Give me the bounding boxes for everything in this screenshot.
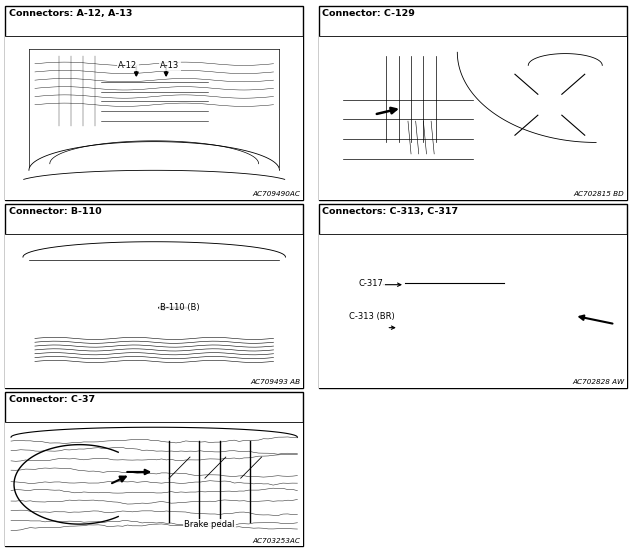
Bar (415, 252, 494, 283)
Text: AC709493 AB: AC709493 AB (251, 379, 301, 385)
Circle shape (481, 331, 489, 337)
Circle shape (481, 292, 489, 299)
Bar (29, 260, 279, 364)
Circle shape (459, 344, 467, 350)
Bar (5, 36, 303, 200)
Bar (160, 279, 187, 331)
Circle shape (415, 89, 420, 94)
Circle shape (481, 344, 489, 350)
Bar (609, 318, 617, 327)
Bar (540, 269, 609, 334)
Circle shape (403, 89, 408, 94)
Text: Brake pedal: Brake pedal (184, 519, 234, 529)
Circle shape (416, 344, 423, 350)
Circle shape (571, 309, 578, 314)
Circle shape (558, 309, 564, 314)
Bar (196, 279, 223, 331)
Bar (609, 295, 617, 305)
Bar (319, 36, 627, 200)
Circle shape (481, 318, 489, 325)
Text: B-110 (B): B-110 (B) (160, 303, 200, 312)
Text: AC703253AC: AC703253AC (253, 538, 301, 544)
Circle shape (415, 101, 420, 105)
Bar (581, 129, 612, 142)
Text: Connectors: A-12, A-13: Connectors: A-12, A-13 (9, 9, 132, 18)
Bar (154, 83, 178, 98)
Circle shape (416, 318, 423, 325)
Bar (5, 392, 303, 546)
Bar (238, 288, 267, 326)
Bar (5, 204, 303, 388)
Text: Connectors: C-313, C-317: Connectors: C-313, C-317 (322, 207, 458, 216)
Text: AC709490AC: AC709490AC (253, 191, 301, 197)
Bar (319, 234, 627, 388)
Bar (5, 422, 303, 546)
Text: A-13: A-13 (160, 61, 179, 70)
Text: AC702815 BD: AC702815 BD (574, 191, 624, 197)
Circle shape (438, 331, 445, 337)
Bar (88, 279, 116, 331)
Circle shape (416, 331, 423, 337)
Text: C-313 (BR): C-313 (BR) (349, 312, 395, 321)
Bar (319, 6, 627, 200)
Bar (5, 234, 303, 388)
Text: C-317: C-317 (358, 279, 384, 288)
Circle shape (459, 305, 467, 311)
Bar (125, 469, 178, 499)
Bar (405, 252, 504, 360)
Text: Connector: C-129: Connector: C-129 (322, 9, 415, 18)
Circle shape (459, 318, 467, 325)
Circle shape (416, 292, 423, 299)
Bar (80, 275, 229, 334)
Bar (554, 292, 595, 324)
Circle shape (438, 292, 445, 299)
Circle shape (438, 344, 445, 350)
Circle shape (438, 318, 445, 325)
Circle shape (585, 309, 591, 314)
Bar (5, 422, 303, 546)
Bar (35, 288, 71, 326)
Circle shape (438, 305, 445, 311)
Circle shape (403, 101, 408, 105)
Text: Connector: B-110: Connector: B-110 (9, 207, 102, 216)
Text: A-12: A-12 (118, 61, 138, 70)
Bar (95, 93, 214, 134)
Circle shape (459, 331, 467, 337)
Bar (396, 85, 427, 121)
Bar (319, 204, 627, 388)
Circle shape (415, 113, 420, 116)
Bar (125, 279, 151, 331)
Bar (488, 61, 605, 167)
Bar (118, 83, 142, 98)
Bar (5, 6, 303, 200)
Bar (118, 466, 184, 503)
Text: AC702828 AW: AC702828 AW (573, 379, 624, 385)
Circle shape (459, 292, 467, 299)
Circle shape (416, 305, 423, 311)
Bar (386, 317, 405, 338)
Text: Connector: C-37: Connector: C-37 (9, 395, 95, 404)
Bar (609, 273, 617, 282)
Circle shape (481, 305, 489, 311)
Circle shape (403, 113, 408, 116)
